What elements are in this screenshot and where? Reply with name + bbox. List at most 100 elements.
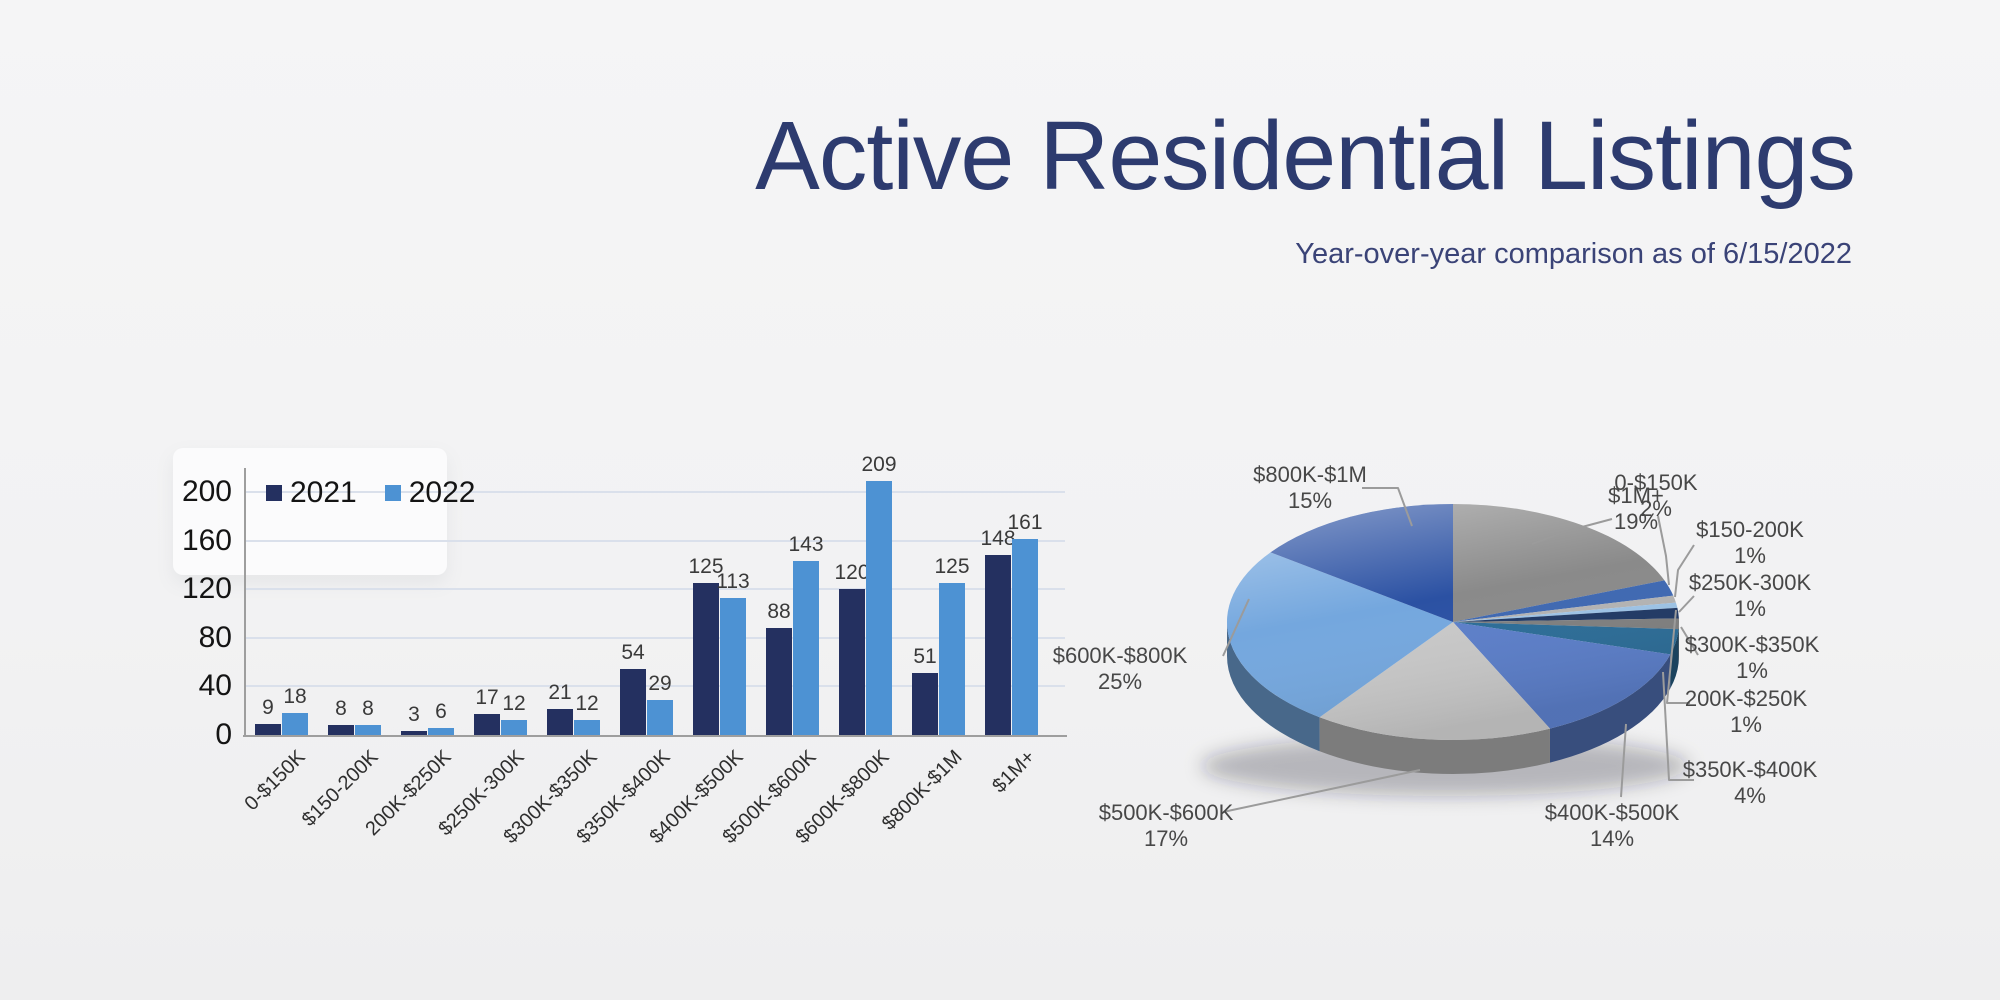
bar-2022-0-$150K bbox=[282, 713, 308, 735]
bar-2021-200K-$250K bbox=[401, 731, 427, 735]
bar-2022-200K-$250K bbox=[428, 728, 454, 735]
legend-swatch-2022 bbox=[384, 485, 401, 501]
legend-label-2021: 2021 bbox=[290, 476, 357, 509]
pie-label-$400K-$500K: $400K-$500K 14% bbox=[1545, 800, 1680, 852]
bar-2022-$300K-$350K bbox=[574, 720, 600, 735]
page-subtitle: Year-over-year comparison as of 6/15/202… bbox=[1295, 238, 1852, 270]
bar-2021-$600K-$800K bbox=[839, 589, 865, 735]
pie-leader-line-0-$150K bbox=[1657, 515, 1670, 586]
bar-chart-card-background bbox=[173, 448, 447, 575]
pie-label-percent: 1% bbox=[1734, 596, 1766, 621]
y-axis-tick-label: 80 bbox=[198, 620, 232, 654]
bar-2021-$250K-300K bbox=[474, 714, 500, 735]
pie-label-percent: 15% bbox=[1287, 488, 1333, 513]
pie-leader-line-$800K-$1M bbox=[1362, 487, 1413, 527]
pie-label-$150-200K: $150-200K 1% bbox=[1696, 517, 1804, 569]
pie-label-text: $400K-$500K bbox=[1544, 800, 1680, 825]
x-axis-line bbox=[243, 735, 1067, 737]
bar-value-2022-$400K-$500K: 113 bbox=[716, 570, 750, 593]
bar-value-2022-200K-$250K: 6 bbox=[435, 700, 447, 723]
pie-label-percent: 19% bbox=[1613, 509, 1659, 534]
pie-label-text: 200K-$250K bbox=[1684, 686, 1808, 711]
bar-2022-$1M+ bbox=[1012, 539, 1038, 735]
pie-label-text: $350K-$400K bbox=[1682, 757, 1818, 782]
pie-label-text: $300K-$350K bbox=[1684, 632, 1820, 657]
pie-label-text: 0-$150K bbox=[1614, 470, 1698, 495]
bar-value-2021-$350K-$400K: 54 bbox=[621, 641, 645, 664]
pie-label-text: $250K-300K bbox=[1688, 570, 1812, 595]
pie-label-200K-$250K: 200K-$250K 1% bbox=[1685, 686, 1807, 738]
gridline bbox=[245, 588, 1065, 591]
pie-leader-line-$250K-300K bbox=[1678, 595, 1695, 613]
bar-2021-$400K-$500K bbox=[693, 583, 719, 735]
pie-label-$1M+: $1M+ 19% bbox=[1608, 483, 1664, 535]
bar-value-2022-$500K-$600K: 143 bbox=[788, 533, 824, 556]
pie-leader-line-$400K-$500K bbox=[1620, 723, 1627, 798]
pie-label-percent: 2% bbox=[1640, 496, 1672, 521]
bar-value-2022-0-$150K: 18 bbox=[283, 685, 307, 708]
bar-2022-$600K-$800K bbox=[866, 481, 892, 735]
bar-2021-$800K-$1M bbox=[912, 673, 938, 735]
pie-label-$500K-$600K: $500K-$600K 17% bbox=[1099, 800, 1234, 852]
page-title: Active Residential Listings bbox=[755, 101, 1856, 210]
bar-chart-legend: 2021 2022 bbox=[266, 476, 490, 510]
bar-2022-$500K-$600K bbox=[793, 561, 819, 735]
pie-leader-line-$300K-$350K bbox=[1680, 626, 1699, 656]
pie-label-$300K-$350K: $300K-$350K 1% bbox=[1685, 632, 1820, 684]
pie-leader-line-$1M+ bbox=[1531, 518, 1613, 545]
pie-label-percent: 4% bbox=[1734, 783, 1766, 808]
pie-label-$350K-$400K: $350K-$400K 4% bbox=[1683, 757, 1818, 809]
gridline bbox=[245, 685, 1065, 688]
pie-leader-line-$150-200K bbox=[1674, 544, 1695, 598]
bar-value-2021-200K-$250K: 3 bbox=[408, 703, 420, 726]
pie-label-$800K-$1M: $800K-$1M 15% bbox=[1253, 462, 1367, 514]
gridline bbox=[245, 491, 1065, 493]
bar-value-2022-$350K-$400K: 29 bbox=[648, 672, 672, 695]
pie-leader-line-200K-$250K bbox=[1666, 609, 1690, 704]
pie-label-text: $1M+ bbox=[1608, 483, 1664, 508]
bar-2021-$1M+ bbox=[985, 555, 1011, 735]
bar-value-2022-$1M+: 161 bbox=[1007, 511, 1043, 534]
y-axis-tick-label: 0 bbox=[215, 718, 232, 751]
y-axis-tick-label: 120 bbox=[181, 572, 232, 606]
bar-2021-0-$150K bbox=[255, 724, 281, 735]
bar-value-2021-0-$150K: 9 bbox=[262, 696, 274, 719]
pie-label-0-$150K: 0-$150K 2% bbox=[1614, 470, 1697, 522]
bar-value-2021-$400K-$500K: 125 bbox=[688, 555, 724, 578]
y-axis-tick-label: 160 bbox=[181, 523, 232, 557]
pie-sheen-overlay bbox=[1227, 504, 1679, 740]
bar-2022-$800K-$1M bbox=[939, 583, 965, 735]
pie-slice-side-$600K-$800K bbox=[1227, 622, 1320, 752]
bar-2021-$350K-$400K bbox=[620, 669, 646, 735]
pie-slice-side-$350K-$400K bbox=[1670, 629, 1679, 689]
bar-value-2021-$150-200K: 8 bbox=[335, 697, 347, 720]
bar-value-2021-$1M+: 148 bbox=[980, 527, 1016, 550]
bar-2021-$300K-$350K bbox=[547, 709, 573, 735]
bar-value-2021-$800K-$1M: 51 bbox=[913, 645, 937, 668]
pie-label-percent: 17% bbox=[1143, 826, 1189, 851]
legend-swatch-2021 bbox=[266, 485, 282, 501]
bar-value-2021-$250K-300K: 17 bbox=[475, 686, 499, 709]
y-axis-line bbox=[244, 468, 246, 735]
legend-item-2022: 2022 bbox=[384, 476, 476, 510]
pie-label-percent: 1% bbox=[1730, 712, 1762, 737]
bar-value-2022-$150-200K: 8 bbox=[362, 697, 374, 720]
bar-2021-$500K-$600K bbox=[766, 628, 792, 735]
bar-2022-$400K-$500K bbox=[720, 598, 746, 735]
pie-label-percent: 1% bbox=[1734, 543, 1766, 568]
bar-value-2022-$600K-$800K: 209 bbox=[861, 453, 897, 476]
pie-label-percent: 25% bbox=[1097, 669, 1143, 694]
bar-2021-$150-200K bbox=[328, 725, 354, 735]
pie-slice-side-$500K-$600K bbox=[1319, 717, 1550, 774]
pie-label-text: $600K-$800K bbox=[1052, 643, 1188, 668]
legend-item-2021: 2021 bbox=[266, 476, 357, 510]
gridline bbox=[245, 636, 1065, 639]
pie-label-text: $500K-$600K bbox=[1098, 800, 1234, 825]
pie-label-text: $800K-$1M bbox=[1253, 462, 1367, 487]
pie-leader-line-$350K-$400K bbox=[1662, 671, 1694, 781]
bar-2022-$150-200K bbox=[355, 725, 381, 735]
pie-leader-line-$500K-$600K bbox=[1222, 769, 1421, 813]
pie-label-percent: 1% bbox=[1736, 658, 1768, 683]
pie-label-$250K-300K: $250K-300K 1% bbox=[1689, 570, 1811, 622]
